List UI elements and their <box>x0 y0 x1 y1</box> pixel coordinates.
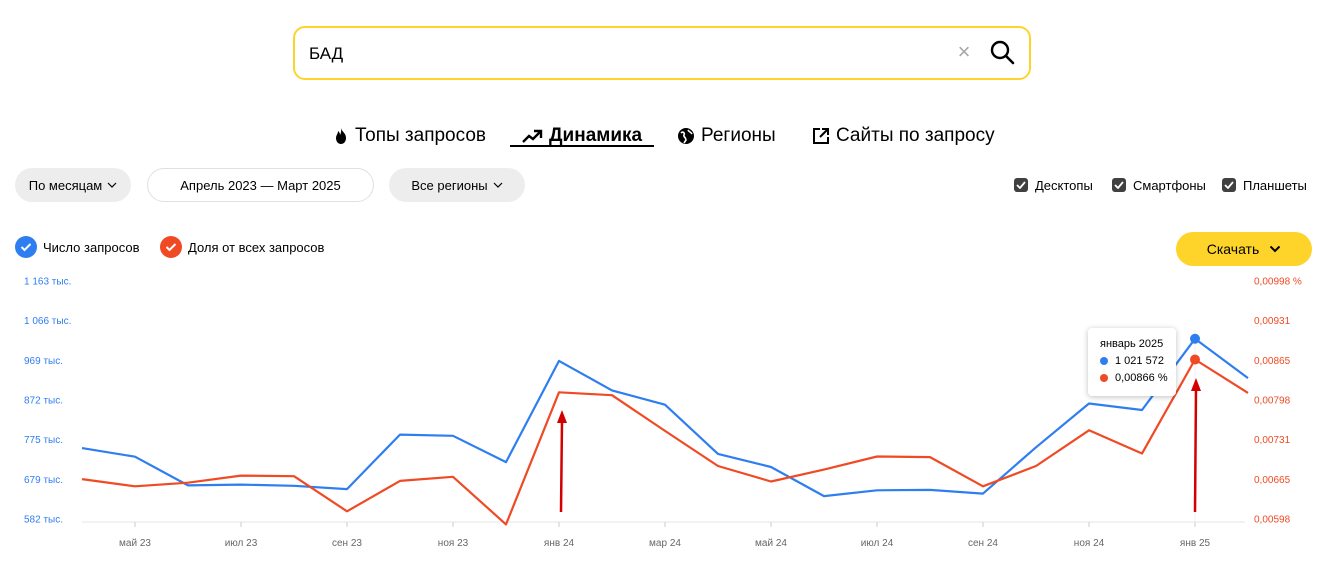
checkbox-label: Смартфоны <box>1133 177 1206 193</box>
chart-tooltip: январь 2025 1 021 572 0,00866 % <box>1088 328 1176 396</box>
tab-label: Динамика <box>549 125 643 146</box>
x-tick-label: май 23 <box>119 538 151 549</box>
y-right-tick-label: 0,00731 <box>1254 435 1291 446</box>
period-mode-label: По месяцам <box>28 177 103 193</box>
series-line-share <box>81 358 1249 526</box>
hover-point-count <box>1190 333 1200 344</box>
globe-icon <box>678 128 694 144</box>
series-dot-icon <box>1100 374 1108 382</box>
checkbox-smartphones[interactable]: Смартфоны <box>1112 177 1206 193</box>
annotation-arrow-head <box>1191 378 1201 391</box>
y-left-tick-label: 775 тыс. <box>24 435 63 446</box>
checkbox-checked-icon <box>1014 178 1028 192</box>
download-button[interactable]: Скачать <box>1176 232 1312 266</box>
check-icon <box>160 236 182 258</box>
x-tick-label: янв 24 <box>544 538 575 549</box>
legend-count-toggle[interactable]: Число запросов <box>15 235 139 259</box>
annotation-arrow-shaft <box>559 419 564 513</box>
trend-icon <box>522 129 543 143</box>
x-tick-label: мар 24 <box>649 538 681 549</box>
clear-icon[interactable]: × <box>957 39 971 64</box>
annotation-arrow-head <box>557 410 567 423</box>
dynamics-chart[interactable]: май 23 июл 23 сен 23 ноя 23 янв 24 мар 24 май … <box>0 270 1340 560</box>
y-right-tick-label: 0,00598 <box>1254 515 1291 526</box>
series-line-count <box>81 337 1249 498</box>
y-right-tick-label: 0,00798 <box>1254 396 1291 407</box>
checkbox-label: Планшеты <box>1243 177 1307 193</box>
x-tick-label: ноя 23 <box>438 538 469 549</box>
chevron-down-icon <box>1270 245 1281 253</box>
y-left-tick-label: 679 тыс. <box>24 475 63 486</box>
y-left-tick-label: 872 тыс. <box>24 396 63 407</box>
download-label: Скачать <box>1206 241 1260 257</box>
tab-label: Регионы <box>701 125 776 146</box>
search-box[interactable]: БАД × <box>293 26 1031 80</box>
x-tick-label: сен 24 <box>968 538 998 549</box>
x-tick-label: июл 24 <box>861 538 894 549</box>
tab-top-queries[interactable]: Топы запросов <box>333 121 486 151</box>
x-tick-label: май 24 <box>755 538 787 549</box>
x-tick-label: июл 23 <box>225 538 258 549</box>
date-range-label: Апрель 2023 — Март 2025 <box>180 177 341 193</box>
tab-dynamics[interactable]: Динамика <box>521 121 642 151</box>
chevron-down-icon <box>107 182 117 188</box>
checkbox-tablets[interactable]: Планшеты <box>1222 177 1307 193</box>
y-right-tick-label: 0,00665 <box>1254 475 1291 486</box>
legend-label: Доля от всех запросов <box>188 239 325 255</box>
series-dot-icon <box>1100 357 1108 365</box>
x-tick-label: ноя 24 <box>1074 538 1105 549</box>
search-icon[interactable] <box>989 39 1015 65</box>
y-left-tick-label: 1 163 тыс. <box>24 277 71 288</box>
chevron-down-icon <box>493 182 503 188</box>
search-input[interactable]: БАД <box>309 44 344 63</box>
tab-label: Сайты по запросу <box>836 125 995 146</box>
y-left-tick-label: 582 тыс. <box>24 515 63 526</box>
active-tab-underline <box>510 145 654 147</box>
annotation-arrow-shaft <box>1193 387 1198 513</box>
y-left-tick-label: 1 066 тыс. <box>24 316 71 327</box>
tooltip-count-row: 1 021 572 <box>1100 355 1164 367</box>
tab-label: Топы запросов <box>355 125 486 146</box>
flame-icon <box>336 128 346 144</box>
check-icon <box>15 236 37 258</box>
tab-sites[interactable]: Сайты по запросу <box>812 121 995 151</box>
tooltip-share: 0,00866 % <box>1115 372 1168 384</box>
x-tick-label: янв 25 <box>1180 538 1211 549</box>
y-right-tick-label: 0,00998 % <box>1254 277 1302 288</box>
checkbox-desktops[interactable]: Десктопы <box>1014 177 1093 193</box>
checkbox-checked-icon <box>1112 178 1126 192</box>
tooltip-title: январь 2025 <box>1100 338 1164 350</box>
legend-label: Число запросов <box>43 239 140 255</box>
y-left-tick-label: 969 тыс. <box>24 356 63 367</box>
x-tick-label: сен 23 <box>332 538 362 549</box>
legend-share-toggle[interactable]: Доля от всех запросов <box>160 235 324 259</box>
y-right-tick-label: 0,00865 <box>1254 356 1291 367</box>
y-right-tick-label: 0,00931 <box>1254 316 1291 327</box>
hover-point-share <box>1190 354 1200 365</box>
external-link-icon <box>813 128 829 144</box>
tooltip-count: 1 021 572 <box>1115 355 1164 367</box>
date-range-picker[interactable]: Апрель 2023 — Март 2025 <box>147 168 374 202</box>
region-label: Все регионы <box>411 177 488 193</box>
checkbox-label: Десктопы <box>1035 177 1093 193</box>
tooltip-share-row: 0,00866 % <box>1100 372 1168 384</box>
tab-regions[interactable]: Регионы <box>677 121 776 151</box>
region-select[interactable]: Все регионы <box>389 168 525 202</box>
checkbox-checked-icon <box>1222 178 1236 192</box>
period-mode-select[interactable]: По месяцам <box>15 168 131 202</box>
